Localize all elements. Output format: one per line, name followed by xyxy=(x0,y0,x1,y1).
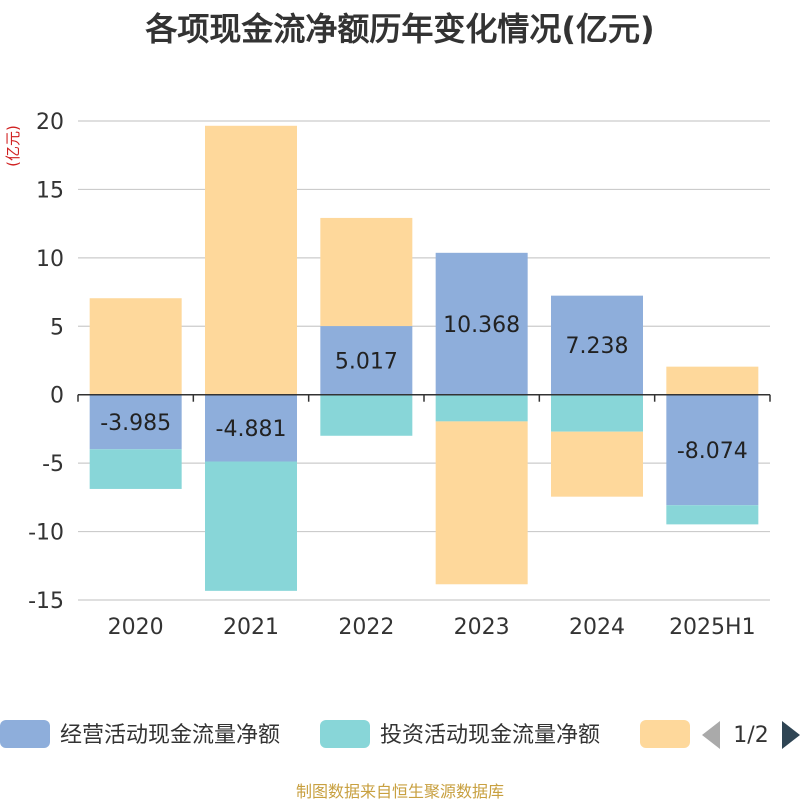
x-tick-label: 2023 xyxy=(454,615,510,640)
bar-3-2023 xyxy=(435,421,528,585)
bar-1-2023 xyxy=(435,252,528,395)
data-label: -8.074 xyxy=(677,439,748,464)
bar-1-2022 xyxy=(320,326,413,395)
x-tick-label: 2024 xyxy=(569,615,625,640)
pager-prev-icon[interactable] xyxy=(702,721,720,749)
y-tick-label: -5 xyxy=(42,452,64,477)
bar-3-2020 xyxy=(89,298,182,395)
bar-3-2024 xyxy=(551,431,643,497)
bar-1-2021 xyxy=(205,394,297,462)
x-tick-label: 2020 xyxy=(108,615,164,640)
pager-text: 1/2 xyxy=(733,723,768,748)
data-label: 5.017 xyxy=(335,349,398,374)
data-label: 7.238 xyxy=(566,334,629,359)
legend-swatch-3 xyxy=(640,720,690,748)
legend-swatch-2 xyxy=(320,720,370,748)
y-tick-label: -10 xyxy=(28,521,64,546)
chart-title: 各项现金流净额历年变化情况(亿元) xyxy=(145,10,655,48)
data-label: -3.985 xyxy=(100,411,171,436)
data-label: 10.368 xyxy=(443,313,520,338)
bar-2-2022 xyxy=(320,394,413,436)
bar-2-2024 xyxy=(551,394,643,432)
legend-label-2: 投资活动现金流量净额 xyxy=(380,723,600,748)
y-tick-label: -15 xyxy=(28,589,64,614)
bar-2-2023 xyxy=(435,394,528,422)
bar-1-2024 xyxy=(551,295,643,395)
y-tick-label: 10 xyxy=(36,247,64,272)
bar-3-2025H1 xyxy=(666,366,759,395)
y-axis-label: (亿元) xyxy=(4,125,22,167)
bar-1-2020 xyxy=(89,394,182,450)
data-label: -4.881 xyxy=(216,417,287,442)
source-note: 制图数据来自恒生聚源数据库 xyxy=(295,782,504,801)
pager-next-icon[interactable] xyxy=(782,721,800,749)
x-tick-label: 2025H1 xyxy=(669,615,756,640)
bar-3-2022 xyxy=(320,217,413,327)
bar-2-2025H1 xyxy=(666,505,759,525)
x-tick-label: 2022 xyxy=(338,615,394,640)
bar-3-2021 xyxy=(205,125,297,395)
y-tick-label: 15 xyxy=(36,178,64,203)
y-tick-label: 5 xyxy=(50,315,64,340)
x-tick-label: 2021 xyxy=(223,615,279,640)
bar-1-2025H1 xyxy=(666,394,759,506)
legend-swatch-1 xyxy=(0,720,50,748)
y-tick-label: 20 xyxy=(36,110,64,135)
legend-label-1: 经营活动现金流量净额 xyxy=(60,723,280,748)
bar-2-2021 xyxy=(205,461,297,591)
y-tick-label: 0 xyxy=(50,384,64,409)
bar-2-2020 xyxy=(89,449,182,489)
